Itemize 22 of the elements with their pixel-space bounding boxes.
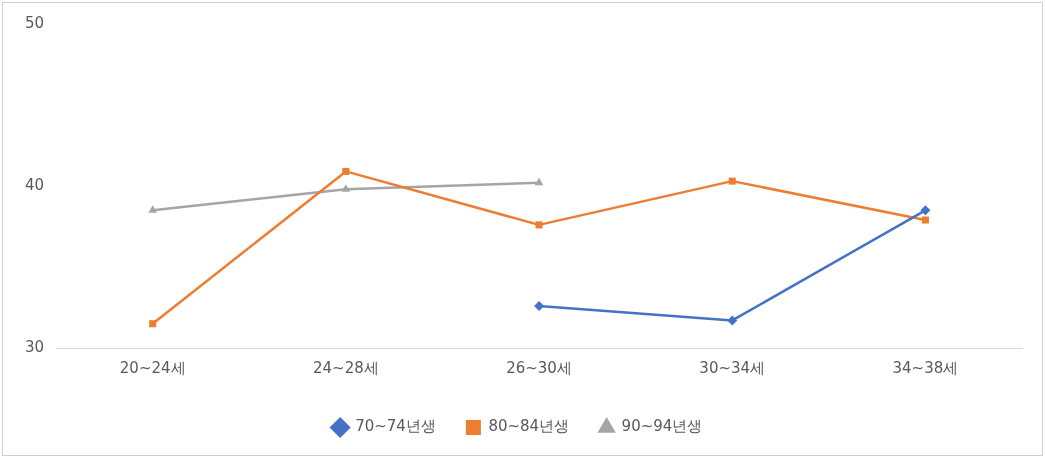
legend-label: 80~84년생 (488, 417, 570, 436)
point (148, 205, 158, 213)
point (727, 315, 738, 326)
x-tick-label: 20~24세 (119, 358, 186, 377)
legend-label: 90~94년생 (621, 417, 703, 436)
x-tick-label: 26~30세 (506, 358, 572, 377)
x-tick-label: 24~28세 (312, 358, 379, 377)
point (920, 205, 931, 216)
point (534, 300, 545, 311)
point (149, 320, 157, 328)
point (728, 177, 736, 185)
legend-label: 70~74년생 (355, 417, 436, 436)
y-tick-label: 40 (24, 175, 45, 194)
point (342, 167, 350, 175)
point (534, 177, 544, 186)
x-tick-label: 34~38세 (892, 358, 959, 377)
point (921, 216, 929, 224)
point (341, 184, 351, 192)
y-tick-label: 50 (24, 13, 45, 32)
point (535, 221, 543, 229)
x-tick-label: 30~34세 (699, 358, 766, 377)
y-tick-label: 30 (24, 337, 45, 356)
